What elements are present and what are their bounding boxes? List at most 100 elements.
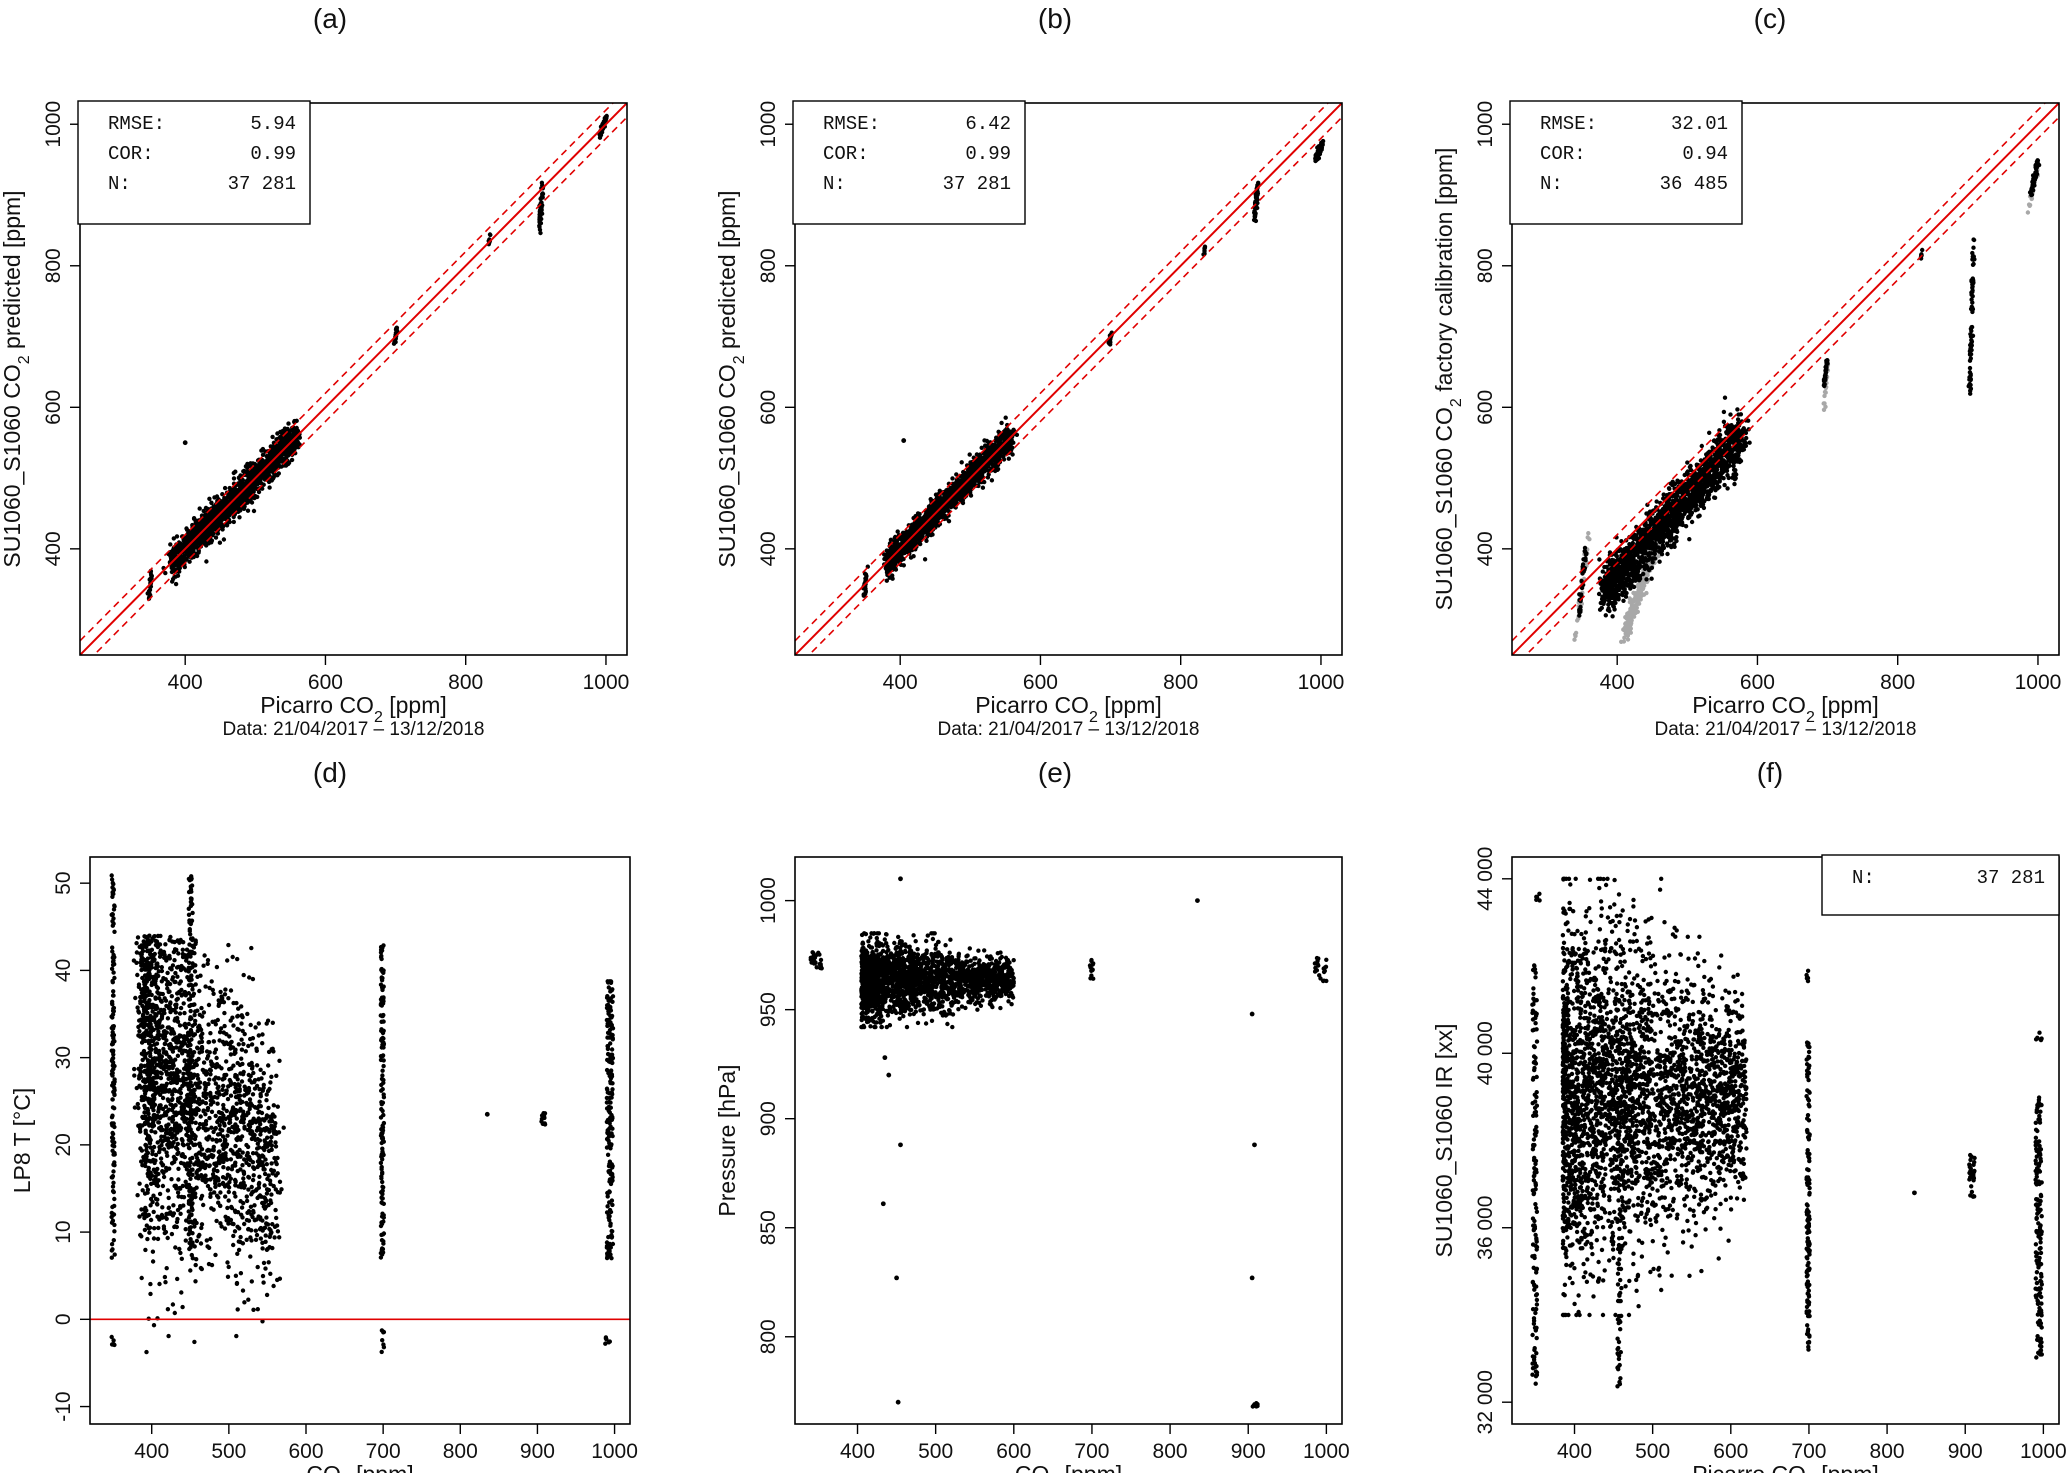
stats-box: RMSE: 5.94 COR: 0.99 N: 37 281 xyxy=(77,100,311,225)
outlier-point xyxy=(182,440,188,446)
y-axis-label: LP8 T [°C] xyxy=(9,1088,35,1194)
point-cluster xyxy=(1313,138,1326,164)
point-cluster xyxy=(2033,1030,2044,1043)
stat-label: RMSE: xyxy=(1540,113,1597,135)
point-cluster xyxy=(1087,957,1096,981)
panel-label: (d) xyxy=(313,757,347,788)
y-tick-label: 40 000 xyxy=(1474,1021,1497,1085)
point-cluster xyxy=(808,950,824,971)
stat-label: N: xyxy=(1540,173,1563,195)
x-tick-label: 600 xyxy=(996,1440,1031,1463)
x-tick-label: 900 xyxy=(520,1440,555,1463)
y-axis-label: SU1060_S1060 CO2 predicted [ppm] xyxy=(0,190,33,567)
point-cluster xyxy=(1967,1152,1977,1199)
outlier-point xyxy=(880,1201,886,1207)
outlier-point xyxy=(1195,898,1200,904)
stat-label: COR: xyxy=(823,143,869,165)
y-tick-label: 1000 xyxy=(757,877,780,924)
stat-label: N: xyxy=(823,173,846,195)
point-cluster xyxy=(537,180,546,236)
x-tick-label: 1000 xyxy=(591,1440,638,1463)
plot-frame xyxy=(1511,856,2060,1425)
y-tick-label: 50 xyxy=(52,871,75,894)
y-tick-label: 1000 xyxy=(42,101,65,148)
plot-area xyxy=(795,103,1342,655)
point-cluster xyxy=(1596,395,1752,619)
y-tick-label: 1000 xyxy=(757,101,780,148)
outlier-point xyxy=(898,1142,903,1148)
x-tick-label: 700 xyxy=(1791,1440,1826,1463)
x-axis-label: Picarro CO2 [ppm] xyxy=(1692,692,1879,726)
identity-line xyxy=(795,103,1342,655)
y-tick-label: 600 xyxy=(42,390,65,425)
plot-frame xyxy=(794,856,1343,1425)
stat-label: COR: xyxy=(108,143,154,165)
panel-e: (e) 400 500 600 700 800 900 1000 800 850 900 950 100… xyxy=(714,757,1350,1473)
tolerance-line xyxy=(807,116,1342,655)
stat-value: 6.42 xyxy=(965,113,1011,135)
x-tick-label: 1000 xyxy=(2015,671,2062,694)
y-tick-label: -10 xyxy=(52,1391,75,1421)
x-tick-label: 600 xyxy=(308,671,343,694)
y-tick-label: 20 xyxy=(52,1133,75,1156)
x-axis-label: Picarro CO2 [ppm] xyxy=(260,692,447,726)
date-range-caption: Data: 21/04/2017 – 13/12/2018 xyxy=(1654,719,1916,740)
point-cluster xyxy=(1251,180,1261,224)
panel-c: (c) 400 600 800 1000 400 600 800 1000 Picarro CO2… xyxy=(1431,3,2061,740)
identity-line xyxy=(1512,103,2059,655)
y-tick-label: 30 xyxy=(52,1046,75,1069)
y-tick-label: 950 xyxy=(757,992,780,1027)
x-tick-label: 1000 xyxy=(2020,1440,2067,1463)
point-cluster xyxy=(378,943,387,1260)
y-tick-label: 0 xyxy=(52,1313,75,1325)
y-tick-label: 400 xyxy=(757,531,780,566)
date-range-caption: Data: 21/04/2017 – 13/12/2018 xyxy=(937,719,1199,740)
point-cluster xyxy=(604,979,616,1261)
stat-value: 32.01 xyxy=(1671,113,1728,135)
outlier-point xyxy=(901,438,907,443)
x-tick-label: 1000 xyxy=(1298,671,1345,694)
date-range-caption: Data: 21/04/2017 – 13/12/2018 xyxy=(222,719,484,740)
y-tick-label: 600 xyxy=(1474,390,1497,425)
stat-value: 37 281 xyxy=(943,173,1011,195)
tolerance-line xyxy=(80,103,615,642)
panel-d: (d) 400 500 600 700 800 900 1000 -10 0 10 20 30 40 50 C… xyxy=(9,757,638,1473)
x-axis-label: Picarro CO2 [ppm] xyxy=(975,692,1162,726)
stat-value: 0.94 xyxy=(1682,143,1728,165)
outlier-point xyxy=(898,876,903,882)
point-cluster xyxy=(1615,1095,1624,1389)
y-tick-label: 600 xyxy=(757,390,780,425)
x-tick-label: 400 xyxy=(883,671,918,694)
plot-frame xyxy=(794,102,1343,656)
plot-frame xyxy=(1511,102,2060,656)
tolerance-line xyxy=(795,103,1330,642)
y-tick-label: 44 000 xyxy=(1474,847,1497,911)
plot-area xyxy=(90,873,630,1355)
outlier-point xyxy=(1249,1275,1255,1281)
point-cluster xyxy=(109,873,117,1260)
point-cluster xyxy=(379,1328,387,1355)
x-tick-label: 400 xyxy=(1600,671,1635,694)
panel-label: (c) xyxy=(1754,3,1787,34)
point-cluster xyxy=(1534,891,1542,903)
x-tick-label: 600 xyxy=(288,1440,323,1463)
plot-area xyxy=(1512,103,2059,655)
y-tick-label: 800 xyxy=(1474,248,1497,283)
x-tick-label: 800 xyxy=(1880,671,1915,694)
plot-frame xyxy=(89,856,631,1425)
y-tick-label: 800 xyxy=(42,248,65,283)
point-cluster xyxy=(1201,244,1208,257)
y-tick-label: 850 xyxy=(757,1210,780,1245)
panel-label: (f) xyxy=(1757,757,1783,788)
y-axis-label: SU1060_S1060 CO2 predicted [ppm] xyxy=(714,190,748,567)
stat-value: 0.99 xyxy=(965,143,1011,165)
point-cluster xyxy=(603,1335,612,1346)
plot-area xyxy=(80,103,627,655)
point-cluster xyxy=(186,874,195,1252)
outlier-point xyxy=(882,1055,888,1061)
x-tick-label: 900 xyxy=(1231,1440,1266,1463)
panel-b: (b) 400 600 800 1000 400 600 800 1000 Picarro CO2… xyxy=(714,3,1344,740)
point-cluster xyxy=(859,931,1016,1030)
stat-value: 37 281 xyxy=(228,173,296,195)
